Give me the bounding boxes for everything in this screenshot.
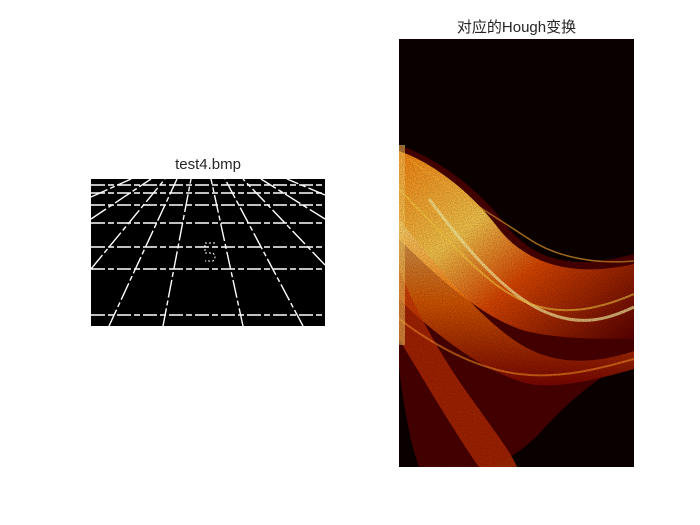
left-image-title: test4.bmp	[175, 156, 241, 173]
hough-transform-title: 对应的Hough变换	[456, 19, 577, 36]
test4-binary-image	[91, 179, 325, 326]
test4-image-canvas	[91, 179, 325, 326]
hough-transform-image	[399, 39, 634, 467]
hough-image-canvas	[399, 39, 634, 467]
